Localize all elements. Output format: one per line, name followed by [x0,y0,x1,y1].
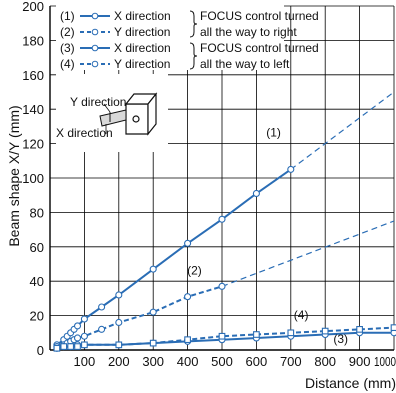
legend-marker-4 [91,60,99,68]
legend-brace-1 [189,10,198,38]
series-extrapolation-2 [221,220,395,287]
y-tick-label: 140 [22,102,44,117]
legend-note-line1-1: FOCUS control turned [200,9,319,23]
data-point [184,336,191,344]
data-point [98,325,106,333]
data-point [149,339,157,347]
inset-box-side [147,92,157,136]
data-point [73,334,82,342]
axes [49,6,394,351]
data-point [53,344,61,352]
y-tick-label: 200 [22,0,44,14]
data-point [253,331,260,338]
data-point [73,322,82,330]
data-point [218,215,226,223]
curve-labels: (1) (2) (3) (4) [187,126,348,346]
inset-y-leader [103,103,111,113]
x-tick-label: 1000 [374,354,396,369]
curve-label-3: (3) [333,332,348,346]
data-point [390,324,396,331]
x-tick-label: 700 [280,354,302,369]
data-point [149,265,157,273]
inset-x-label: X direction [56,126,113,140]
legend-direction-4: Y direction [114,57,170,71]
series-extrapolation-1 [290,91,395,170]
x-tick-label: 400 [177,354,199,369]
legend-marker-1 [91,12,99,20]
data-point [356,326,363,333]
data-point [115,341,123,349]
legend-number-3: (3) [60,41,75,55]
series-group [53,91,396,352]
data-point [184,293,192,301]
data-point [81,341,88,349]
data-point [74,343,81,350]
x-tick-label: 300 [142,354,164,369]
x-tick-label: 500 [211,354,233,369]
data-point [321,327,329,335]
legend-direction-2: Y direction [114,25,170,39]
data-point [149,308,157,316]
data-point [80,332,88,340]
y-tick-label: 120 [22,137,44,152]
data-point [252,189,260,198]
legend-brace-2 [189,42,198,70]
curve-label-4: (4) [294,308,309,322]
legend-marker-3 [91,44,99,52]
data-point [98,303,106,311]
legend-number-2: (2) [60,25,75,39]
curve-label-2: (2) [187,263,202,277]
data-point [287,329,295,337]
inset-beam [99,109,127,127]
x-tick-label: 100 [74,354,96,369]
y-tick-label: 20 [30,309,44,324]
x-tick-label: 800 [314,354,336,369]
data-point [67,343,74,350]
legend-note-line2-1: all the way to right [200,25,297,39]
x-axis-label: Distance (mm) [305,375,396,391]
y-tick-label: 80 [30,205,44,220]
data-point [115,318,123,327]
inset-y-label: Y direction [70,95,126,109]
data-point [60,343,68,350]
data-point [80,315,88,323]
legend-direction-3: X direction [114,41,171,55]
y-tick-label: 40 [30,274,44,289]
y-tick-label: 60 [30,240,44,255]
legend-number-4: (4) [60,57,75,71]
y-tick-label: 160 [22,68,44,83]
legend: (1) X direction (2) Y direction (3) X directi… [56,4,319,71]
data-point [287,165,295,173]
y-tick-label: 180 [22,33,44,48]
legend-marker-2 [91,28,99,36]
inset-lens-icon [132,115,140,123]
inset-box-front [125,103,149,135]
data-point [184,239,192,247]
curve-label-1: (1) [266,126,281,140]
series-line-4 [56,326,395,350]
legend-note-line1-2: FOCUS control turned [200,41,319,55]
x-tick-label: 900 [349,354,371,369]
data-point [218,282,226,290]
data-point [115,291,123,299]
legend-note-line2-2: all the way to left [200,57,290,71]
inset-diagram: Y direction X direction [56,74,168,152]
legend-direction-1: X direction [114,9,171,23]
legend-number-1: (1) [60,9,75,23]
y-tick-label: 0 [37,343,44,358]
x-tick-label: 600 [246,354,268,369]
y-tick-label: 100 [22,171,44,186]
y-axis-label: Beam shape X/Y (mm) [6,105,22,246]
tick-labels: 0 20 40 60 80 100 120 140 160 180 200 100 200 300 400 5… [22,0,396,369]
data-point [218,332,226,340]
x-tick-label: 200 [108,354,130,369]
